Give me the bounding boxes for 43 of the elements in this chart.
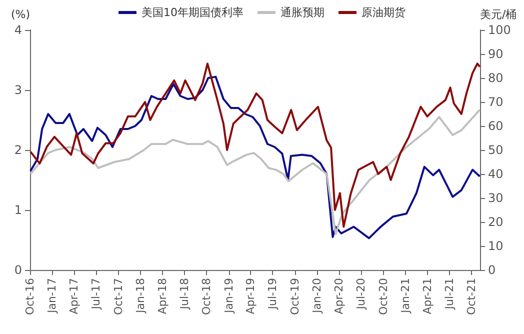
x-tick-label: Oct-21 bbox=[465, 278, 478, 315]
y2-tick-label: 40 bbox=[488, 167, 504, 181]
x-tick-label: Oct-18 bbox=[200, 278, 214, 315]
x-tick-label: Jul-19 bbox=[266, 278, 280, 310]
x-tick-label: Jan-17 bbox=[46, 278, 59, 314]
legend-label: 通胀预期 bbox=[280, 6, 324, 19]
x-tick-label: Apr-18 bbox=[156, 278, 169, 314]
y2-tick-label: 60 bbox=[488, 119, 504, 133]
y2-tick-label: 30 bbox=[488, 191, 504, 205]
x-tick-label: Oct-20 bbox=[376, 278, 390, 315]
y-tick-label: 0 bbox=[14, 263, 22, 277]
y-tick-label: 2 bbox=[14, 143, 22, 157]
y-tick-label: 4 bbox=[14, 23, 22, 37]
x-tick-label: Jul-20 bbox=[354, 278, 368, 310]
x-tick-label: Apr-21 bbox=[420, 278, 434, 314]
y2-tick-label: 70 bbox=[488, 95, 504, 109]
x-tick-label: Apr-19 bbox=[244, 278, 258, 314]
y2-tick-label: 100 bbox=[488, 23, 511, 37]
x-tick-label: Jan-19 bbox=[222, 278, 236, 314]
y2-tick-label: 20 bbox=[488, 215, 504, 229]
y2-tick-label: 50 bbox=[488, 143, 504, 157]
y2-tick-label: 10 bbox=[488, 239, 504, 253]
x-tick-label: Jan-18 bbox=[134, 278, 148, 314]
y2-axis-title: 美元/桶 bbox=[480, 8, 517, 21]
legend-label: 美国10年期国债利率 bbox=[142, 6, 244, 19]
x-tick-label: Jan-20 bbox=[310, 278, 324, 314]
y2-tick-label: 90 bbox=[488, 47, 504, 61]
x-tick-label: Oct-17 bbox=[112, 278, 125, 315]
y-tick-label: 3 bbox=[14, 83, 22, 97]
x-tick-label: Oct-16 bbox=[24, 278, 36, 315]
x-tick-label: Jan-21 bbox=[399, 278, 412, 314]
y2-tick-label: 80 bbox=[488, 71, 504, 85]
x-tick-label: Oct-19 bbox=[288, 278, 302, 315]
y-tick-label: 1 bbox=[14, 203, 22, 217]
x-tick-label: Apr-17 bbox=[68, 278, 81, 314]
y2-tick-label: 0 bbox=[488, 263, 496, 277]
x-tick-label: Jul-21 bbox=[442, 278, 456, 310]
x-tick-label: Jul-17 bbox=[90, 278, 103, 310]
y-axis-title: (%) bbox=[10, 8, 30, 21]
line-series bbox=[29, 108, 481, 235]
legend-label: 原油期货 bbox=[362, 6, 406, 19]
x-tick-label: Apr-20 bbox=[332, 278, 346, 314]
x-tick-label: Jul-18 bbox=[178, 278, 191, 310]
